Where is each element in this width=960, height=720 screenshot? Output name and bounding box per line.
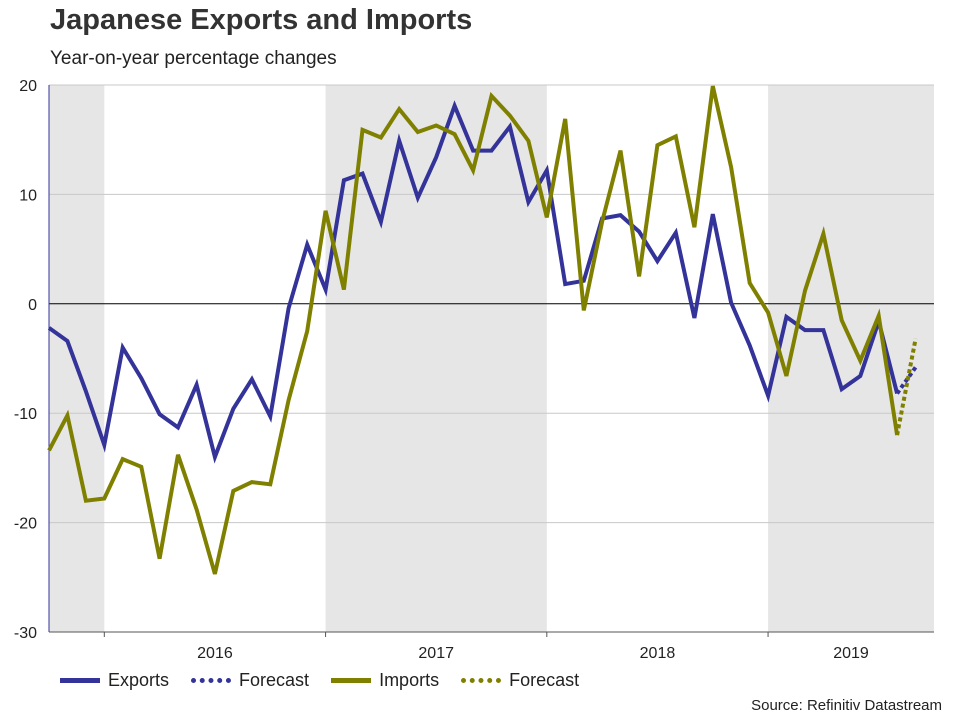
series-line-exports-forecast <box>895 366 918 395</box>
x-tick-label: 2018 <box>640 645 676 662</box>
legend-swatch-imports-forecast <box>461 678 502 683</box>
legend-label-exports-forecast: Forecast <box>239 670 310 690</box>
legend-label-imports: Imports <box>379 670 440 690</box>
y-tick-label: -20 <box>14 516 37 533</box>
legend-item-exports-forecast: Forecast <box>191 670 309 691</box>
y-tick-label: 20 <box>19 78 37 95</box>
y-tick-label: 10 <box>19 187 37 204</box>
legend-item-imports-forecast: Forecast <box>461 670 579 691</box>
x-tick-label: 2019 <box>833 645 869 662</box>
y-tick-label: -30 <box>14 625 37 642</box>
source-note: Source: Refinitiv Datastream <box>751 697 942 714</box>
x-tick-label: 2016 <box>197 645 233 662</box>
series-line-imports-forecast <box>895 338 918 436</box>
shaded-band-0 <box>49 85 105 632</box>
legend-item-imports: Imports <box>331 670 439 691</box>
chart-title: Japanese Exports and Imports <box>50 4 473 36</box>
y-tick-label: -10 <box>14 406 37 423</box>
legend-swatch-exports-forecast <box>191 678 232 683</box>
legend-item-exports: Exports <box>60 670 169 691</box>
legend-swatch-exports <box>60 678 100 683</box>
chart-subtitle: Year-on-year percentage changes <box>50 48 337 69</box>
x-tick-label: 2017 <box>418 645 454 662</box>
chart-legend: Exports Forecast Imports Forecast <box>60 670 601 691</box>
shaded-band-2 <box>768 85 934 632</box>
legend-swatch-imports <box>331 678 372 683</box>
legend-label-exports: Exports <box>108 670 170 690</box>
series-line-imports <box>47 85 900 575</box>
legend-label-imports-forecast: Forecast <box>509 670 580 690</box>
series-line-exports <box>47 100 900 464</box>
y-tick-label: 0 <box>28 297 37 314</box>
